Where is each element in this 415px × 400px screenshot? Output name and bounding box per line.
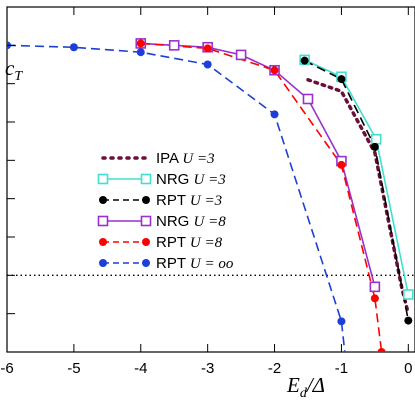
legend-marker [142,238,150,246]
data-point-rpt-5 [377,348,386,352]
legend-label: NRG U =8 [156,213,226,230]
data-point-rpt-4 [370,294,379,303]
data-point-nrg-7 [369,281,381,293]
data-point-rpt-2 [270,66,279,75]
series-line-1 [304,59,410,295]
y-axis-label: cT [5,56,23,84]
x-tick-label: -3 [201,360,214,377]
x-tick-label: -5 [67,360,80,377]
legend-marker [99,259,107,267]
legend-label: NRG U =3 [156,171,226,188]
legend-marker [97,215,109,227]
legend-entry-0: IPA U =3 [101,150,215,167]
data-point-rpt-3 [203,60,212,69]
series-line-4 [140,42,383,352]
x-tick-label: -4 [134,360,147,377]
legend-label: RPT U = oo [156,255,234,272]
data-point-rpt-2 [370,142,379,151]
data-point-nrg-2 [370,133,382,145]
x-tick-label: -1 [335,360,348,377]
data-point-nrg-5 [302,93,314,105]
legend-label: RPT U =3 [156,192,222,209]
legend-entry-1: NRG U =3 [97,171,226,188]
data-point-rpt-3 [404,316,413,325]
data-point-rpt-1 [337,75,346,84]
data-point-rpt-1 [203,44,212,53]
legend-marker [140,173,152,185]
x-tick-label: 0 [404,360,412,377]
legend-marker [140,215,152,227]
data-point-nrg-3 [235,49,247,61]
plot-frame [6,6,415,353]
data-point-rpt-0 [136,39,145,48]
data-point-rpt-1 [69,43,78,52]
x-tick-label: -2 [268,360,281,377]
data-point-rpt-2 [136,48,145,57]
series-line-2 [304,59,410,321]
series-line-0 [306,78,411,316]
legend-entry-3: NRG U =8 [97,213,226,230]
legend-entry-4: RPT U =8 [99,234,223,251]
legend-marker [142,196,150,204]
legend-marker [142,259,150,267]
data-point-rpt-3 [337,160,346,169]
legend-marker [97,173,109,185]
x-tick-label: -6 [0,360,13,377]
legend-label: IPA U =3 [156,150,215,167]
x-axis-label: Ed/Δ [286,373,325,400]
data-point-rpt-0 [300,56,309,65]
legend-marker [99,196,107,204]
legend-label: RPT U =8 [156,234,223,251]
legend-marker [99,238,107,246]
legend-entry-5: RPT U = oo [99,255,234,272]
data-point-rpt-4 [270,110,279,119]
data-point-rpt-5 [337,317,346,326]
series-line-3 [140,42,376,288]
legend-entry-2: RPT U =3 [99,192,222,209]
data-point-nrg-3 [403,289,414,300]
data-point-nrg-1 [168,40,180,51]
